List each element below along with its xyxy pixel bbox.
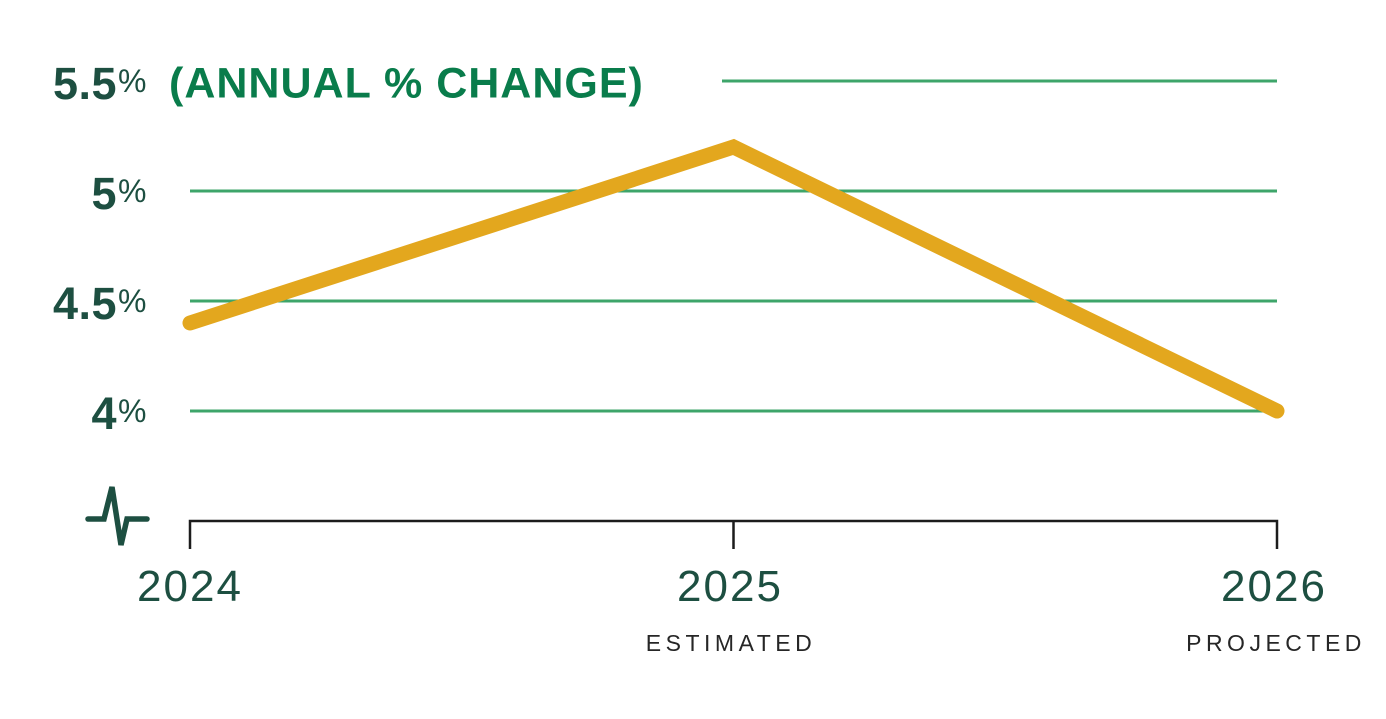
percent-sign: % [118, 393, 147, 429]
xtick-label-2024: 2024 [137, 562, 243, 611]
chart-title: (ANNUAL % CHANGE) [169, 59, 644, 108]
ytick-label-4-pct: 4% [0, 388, 147, 440]
ytick-value: 5.5 [52, 58, 118, 109]
trend-line [182, 138, 1285, 419]
x-axis [188, 519, 1279, 549]
ytick-label-4-5-pct: 4.5% [0, 278, 147, 330]
percent-sign: % [118, 283, 147, 319]
xtick-label-2026: 2026 [1221, 562, 1327, 611]
ytick-value: 5 [91, 168, 118, 219]
axis-break-icon [85, 486, 150, 546]
xtick-sublabel-estimated: ESTIMATED [645, 630, 817, 656]
ytick-label-5-pct: 5% [0, 168, 147, 220]
xtick-sublabel-projected: PROJECTED [1186, 630, 1366, 656]
ytick-value: 4.5 [52, 278, 118, 329]
ytick-value: 4 [91, 388, 118, 439]
ytick-label-5-5-pct: 5.5% [0, 58, 147, 110]
xtick-label-2025: 2025 [677, 562, 783, 611]
percent-sign: % [118, 63, 147, 99]
percent-sign: % [118, 173, 147, 209]
